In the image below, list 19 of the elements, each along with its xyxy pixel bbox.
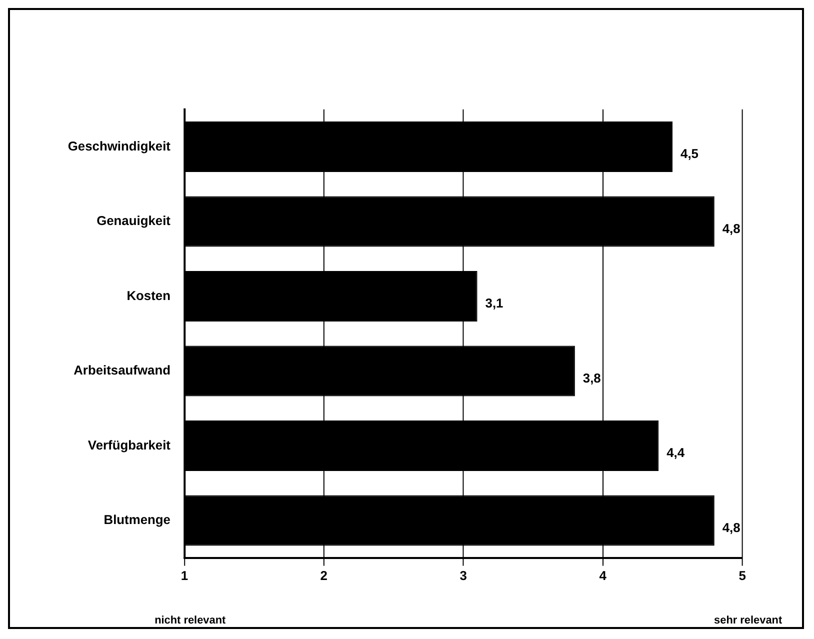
y-tick-label: Arbeitsaufwand <box>74 362 171 378</box>
x-tick-label: 5 <box>738 568 746 584</box>
data-label: 4,5 <box>680 146 698 162</box>
data-label: 4,8 <box>722 220 740 236</box>
y-tick-label: Verfügbarkeit <box>88 437 172 452</box>
x-tick-label: 4 <box>599 568 608 584</box>
y-tick-label: Blutmenge <box>104 512 170 528</box>
y-tick-label: Genauigkeit <box>96 213 172 228</box>
data-label: 3,1 <box>485 296 504 311</box>
text: nicht relevant <box>154 614 226 627</box>
x-tick-label: 2 <box>320 568 328 584</box>
data-label: 4,4 <box>666 445 686 460</box>
y-tick-label: Geschwindigkeit <box>68 138 172 154</box>
data-label: 3,8 <box>582 370 601 386</box>
y-tick-label: Kosten <box>126 288 171 303</box>
text: sehr relevant <box>714 614 782 627</box>
x-tick-label: 3 <box>460 568 467 584</box>
x-tick-label: 1 <box>180 568 188 584</box>
data-label: 4,8 <box>722 520 740 535</box>
